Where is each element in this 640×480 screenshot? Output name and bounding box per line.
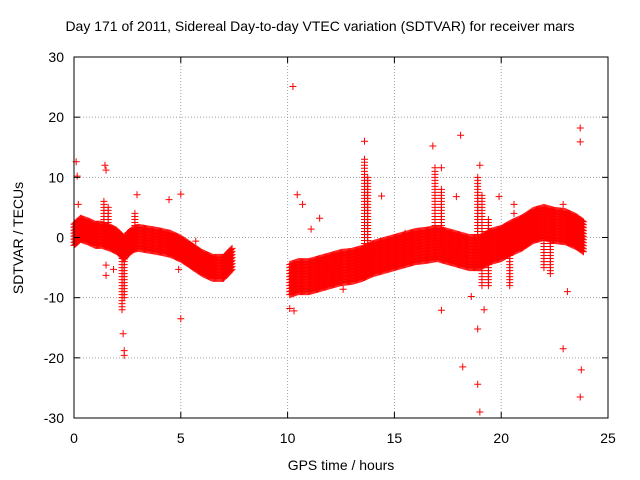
data-point [576, 138, 584, 146]
data-point [119, 330, 127, 338]
y-tick-label: -30 [44, 410, 64, 426]
data-point [459, 363, 467, 371]
data-point [474, 380, 482, 388]
data-point [480, 306, 488, 314]
data-point [484, 215, 492, 223]
data-point [339, 285, 347, 293]
data-point [120, 351, 128, 359]
data-point [431, 164, 439, 172]
data-point [102, 166, 110, 174]
data-point [131, 209, 139, 217]
data-point [289, 82, 297, 90]
data-point [73, 172, 81, 180]
data-point [177, 315, 185, 323]
data-point [474, 173, 482, 181]
data-point [429, 142, 437, 150]
data-point [102, 271, 110, 279]
x-tick-label: 10 [280, 430, 296, 446]
y-tick-label: 0 [56, 230, 64, 246]
data-point [478, 191, 486, 199]
y-tick-label: 30 [48, 49, 64, 65]
data-point [360, 155, 368, 163]
data-point [102, 261, 110, 269]
x-tick-label: 20 [493, 430, 509, 446]
data-point [175, 265, 183, 273]
chart-title: Day 171 of 2011, Sidereal Day-to-day VTE… [65, 18, 575, 34]
data-point [307, 225, 315, 233]
data-point [457, 131, 465, 139]
data-point [576, 124, 584, 132]
x-tick-label: 5 [177, 430, 185, 446]
data-point [495, 193, 503, 201]
data-point [299, 200, 307, 208]
x-tick-label: 25 [600, 430, 616, 446]
data-point [74, 200, 82, 208]
y-tick-label: 20 [48, 109, 64, 125]
data-point [437, 164, 445, 172]
y-tick-label: -20 [44, 350, 64, 366]
data-point [474, 325, 482, 333]
y-axis-label: SDTVAR / TECUs [10, 181, 26, 295]
data-point [360, 137, 368, 145]
data-point [576, 393, 584, 401]
data-point [293, 191, 301, 199]
data-point [165, 196, 173, 204]
data-point [437, 185, 445, 193]
data-point [228, 244, 236, 252]
data-point [559, 200, 567, 208]
data-points [70, 82, 587, 416]
data-point [510, 200, 518, 208]
data-point [476, 161, 484, 169]
data-point [452, 193, 460, 201]
data-point [437, 306, 445, 314]
x-tick-label: 0 [70, 430, 78, 446]
data-point [364, 173, 372, 181]
data-point [563, 288, 571, 296]
data-point [467, 292, 475, 300]
data-point [100, 197, 108, 205]
data-point [510, 209, 518, 217]
data-point [133, 191, 141, 199]
data-point [378, 192, 386, 200]
y-tick-label: -10 [44, 290, 64, 306]
data-point [110, 265, 118, 273]
data-point [316, 214, 324, 222]
data-point [559, 345, 567, 353]
data-point [177, 190, 185, 198]
data-point [476, 408, 484, 416]
data-point [104, 203, 112, 211]
x-axis-label: GPS time / hours [287, 457, 395, 473]
data-point [577, 366, 585, 374]
x-tick-label: 15 [387, 430, 403, 446]
data-point [101, 161, 109, 169]
y-tick-label: 10 [48, 169, 64, 185]
